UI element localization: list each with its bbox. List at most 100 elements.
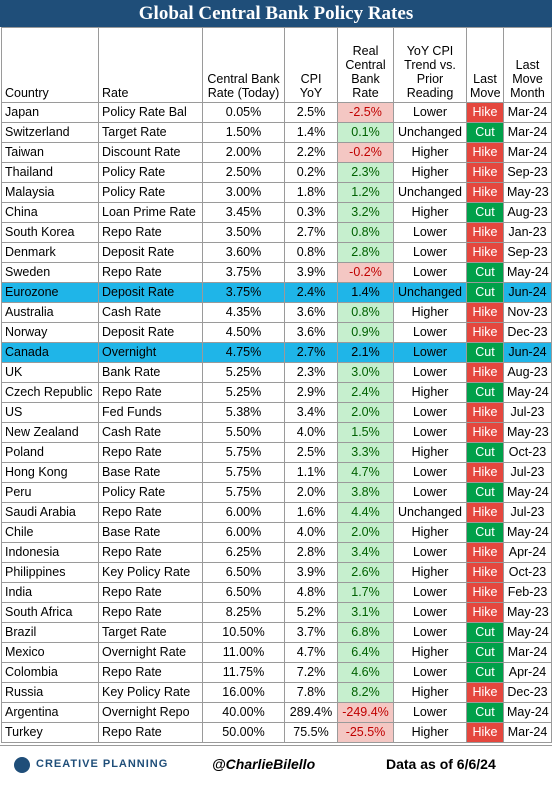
cell-cb-rate: 3.75% [202,262,285,283]
cell-real-rate: 4.7% [337,462,394,483]
cell-cb-rate: 3.00% [202,182,285,203]
header-row: Country Rate Central Bank Rate (Today) C… [1,27,552,103]
cell-country: Hong Kong [1,462,99,483]
cell-cpi: 2.4% [284,282,338,303]
cell-real-rate: 2.6% [337,562,394,583]
cell-rate-name: Cash Rate [98,422,203,443]
cell-cb-rate: 0.05% [202,102,285,123]
cell-cb-rate: 2.50% [202,162,285,183]
cell-last-move-month: May-24 [503,622,552,643]
cell-real-rate: -25.5% [337,722,394,743]
cell-cpi-trend: Higher [393,202,467,223]
cell-cb-rate: 4.35% [202,302,285,323]
table-row: Sweden Repo Rate 3.75% 3.9% -0.2% Lower Cut May… [1,262,552,283]
table-row: Brazil Target Rate 10.50% 3.7% 6.8% Lower Cut M… [1,622,552,643]
cell-real-rate: -249.4% [337,702,394,723]
cell-cb-rate: 5.75% [202,462,285,483]
policy-rate-table: Country Rate Central Bank Rate (Today) C… [1,27,552,743]
cell-country: New Zealand [1,422,99,443]
cell-last-move-month: Apr-24 [503,662,552,683]
table-row: Indonesia Repo Rate 6.25% 2.8% 3.4% Lower Hike… [1,542,552,563]
cell-last-move: Hike [466,562,504,583]
cell-last-move: Cut [466,202,504,223]
cell-cpi: 1.8% [284,182,338,203]
cell-cpi-trend: Unchanged [393,282,467,303]
header-real-rate: Real Central Bank Rate [337,27,394,103]
cell-real-rate: 1.5% [337,422,394,443]
cell-cpi: 1.6% [284,502,338,523]
cell-real-rate: -0.2% [337,142,394,163]
cell-rate-name: Overnight Repo [98,702,203,723]
cell-last-move-month: May-24 [503,702,552,723]
table-row: South Africa Repo Rate 8.25% 5.2% 3.1% Lower H… [1,602,552,623]
cell-rate-name: Cash Rate [98,302,203,323]
table-row: Colombia Repo Rate 11.75% 7.2% 4.6% Lower Cut A… [1,662,552,683]
cell-cpi-trend: Higher [393,382,467,403]
cell-cb-rate: 10.50% [202,622,285,643]
table-row: Norway Deposit Rate 4.50% 3.6% 0.9% Lower Hike… [1,322,552,343]
cell-last-move-month: Sep-23 [503,162,552,183]
table-row: South Korea Repo Rate 3.50% 2.7% 0.8% Lower Hi… [1,222,552,243]
cell-last-move: Hike [466,402,504,423]
chart-title: Global Central Bank Policy Rates [0,0,552,27]
cell-rate-name: Key Policy Rate [98,562,203,583]
cell-real-rate: -2.5% [337,102,394,123]
cell-rate-name: Policy Rate [98,162,203,183]
cell-last-move-month: Jul-23 [503,402,552,423]
cell-cb-rate: 6.00% [202,522,285,543]
cell-cpi-trend: Lower [393,402,467,423]
header-last-move-month: Last Move Month [503,27,552,103]
cell-last-move-month: Jul-23 [503,462,552,483]
cell-cpi-trend: Lower [393,262,467,283]
cell-cb-rate: 6.50% [202,582,285,603]
cell-country: Switzerland [1,122,99,143]
cell-cb-rate: 5.50% [202,422,285,443]
table-row: UK Bank Rate 5.25% 2.3% 3.0% Lower Hike Aug-23 [1,362,552,383]
cell-rate-name: Base Rate [98,462,203,483]
cell-country: Mexico [1,642,99,663]
cell-cpi-trend: Lower [393,662,467,683]
table-row: Saudi Arabia Repo Rate 6.00% 1.6% 4.4% Unchan… [1,502,552,523]
cell-rate-name: Repo Rate [98,222,203,243]
cell-country: Czech Republic [1,382,99,403]
cell-rate-name: Fed Funds [98,402,203,423]
cell-cb-rate: 1.50% [202,122,285,143]
cell-last-move: Hike [466,102,504,123]
cell-real-rate: 1.2% [337,182,394,203]
cell-country: Saudi Arabia [1,502,99,523]
cell-cpi-trend: Higher [393,682,467,703]
table-row: Switzerland Target Rate 1.50% 1.4% 0.1% Uncha… [1,122,552,143]
table-row: Philippines Key Policy Rate 6.50% 3.9% 2.6% H… [1,562,552,583]
cell-cpi-trend: Lower [393,542,467,563]
cell-cpi-trend: Higher [393,162,467,183]
table-row: Argentina Overnight Repo 40.00% 289.4% -249.… [1,702,552,723]
table-row: Mexico Overnight Rate 11.00% 4.7% 6.4% Higher… [1,642,552,663]
cell-cpi-trend: Lower [393,602,467,623]
cell-cpi-trend: Higher [393,442,467,463]
cell-country: Colombia [1,662,99,683]
cell-cpi: 2.7% [284,342,338,363]
cell-rate-name: Repo Rate [98,442,203,463]
cell-cpi: 2.5% [284,442,338,463]
cell-last-move: Cut [466,642,504,663]
cell-rate-name: Overnight Rate [98,642,203,663]
cell-country: Canada [1,342,99,363]
cell-cb-rate: 2.00% [202,142,285,163]
cell-last-move-month: Sep-23 [503,242,552,263]
cell-last-move: Hike [466,302,504,323]
table-row: India Repo Rate 6.50% 4.8% 1.7% Lower Hike Feb-… [1,582,552,603]
header-cb-rate: Central Bank Rate (Today) [202,27,285,103]
cell-cpi: 0.2% [284,162,338,183]
cell-cpi: 289.4% [284,702,338,723]
cell-country: Poland [1,442,99,463]
cell-rate-name: Repo Rate [98,602,203,623]
cell-last-move-month: Aug-23 [503,362,552,383]
cell-real-rate: 0.1% [337,122,394,143]
cell-real-rate: 1.7% [337,582,394,603]
cell-last-move-month: Mar-24 [503,642,552,663]
header-country: Country [1,27,99,103]
cell-cpi: 3.6% [284,322,338,343]
cell-last-move-month: Mar-24 [503,722,552,743]
cell-last-move: Hike [466,722,504,743]
cell-last-move: Cut [466,382,504,403]
